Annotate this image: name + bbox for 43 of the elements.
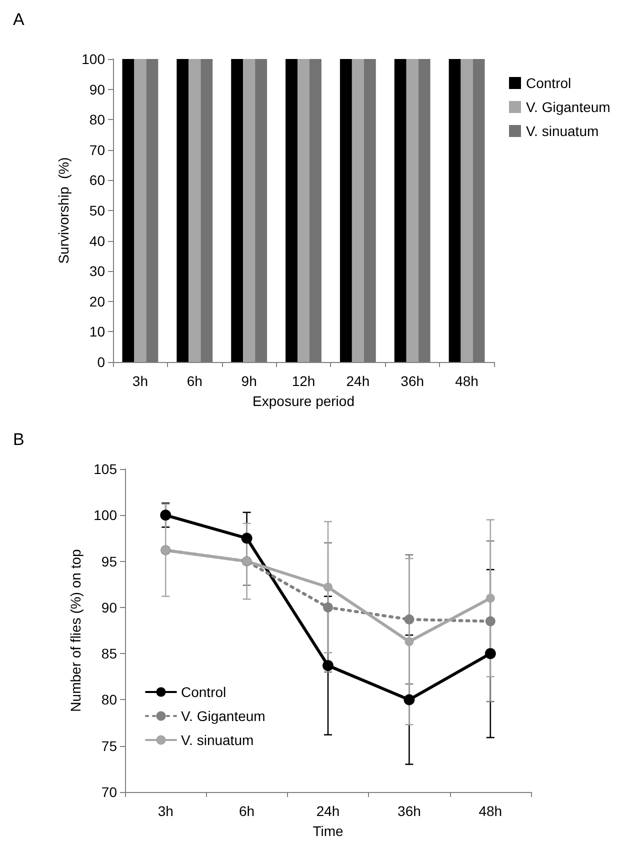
x-tick-label: 3h <box>132 373 148 389</box>
x-axis-title: Time <box>312 823 344 839</box>
y-axis-title: Number of flies (%) on top <box>68 548 84 712</box>
legend-label: V. Giganteum <box>181 708 266 724</box>
y-tick-label: 105 <box>94 461 118 477</box>
x-tick-label: 48h <box>478 803 502 819</box>
x-tick-label: 12h <box>292 373 316 389</box>
y-tick-label: 60 <box>89 172 106 188</box>
y-tick-label: 100 <box>82 51 106 67</box>
legend-label: Control <box>526 75 572 91</box>
y-tick-label: 95 <box>101 553 118 570</box>
x-tick-label: 6h <box>239 803 255 819</box>
chart-title: A <box>13 10 25 29</box>
x-axis-title: Exposure period <box>252 393 354 409</box>
x-tick-label: 36h <box>398 803 421 819</box>
y-tick-label: 50 <box>89 202 106 218</box>
y-tick-label: 75 <box>101 738 118 754</box>
x-tick-label: 24h <box>316 803 340 819</box>
chart-title: B <box>13 430 24 449</box>
y-tick-label: 10 <box>89 324 106 340</box>
legend-label: V. sinuatum <box>526 123 599 139</box>
y-axis-title: Survivorship (%) <box>56 157 72 264</box>
x-tick-label: 24h <box>346 373 370 389</box>
y-tick-label: 20 <box>89 293 106 310</box>
legend-label: V. Giganteum <box>526 99 610 115</box>
y-tick-label: 90 <box>101 599 118 616</box>
x-tick-label: 48h <box>455 373 478 389</box>
y-tick-label: 100 <box>94 507 118 524</box>
x-tick-label: 36h <box>400 373 424 389</box>
y-tick-label: 0 <box>97 354 106 370</box>
y-tick-label: 90 <box>89 81 106 98</box>
y-tick-label: 85 <box>101 646 118 662</box>
x-tick-label: 9h <box>241 373 257 389</box>
y-tick-label: 80 <box>89 112 106 128</box>
legend-label: Control <box>181 684 226 700</box>
legend-label: V. sinuatum <box>181 732 254 748</box>
y-tick-label: 30 <box>89 263 106 280</box>
y-tick-label: 70 <box>89 142 106 158</box>
y-tick-label: 40 <box>89 232 106 249</box>
x-tick-label: 3h <box>158 803 174 819</box>
y-tick-label: 70 <box>101 784 118 800</box>
x-tick-label: 6h <box>186 373 202 389</box>
y-tick-label: 80 <box>101 692 118 708</box>
